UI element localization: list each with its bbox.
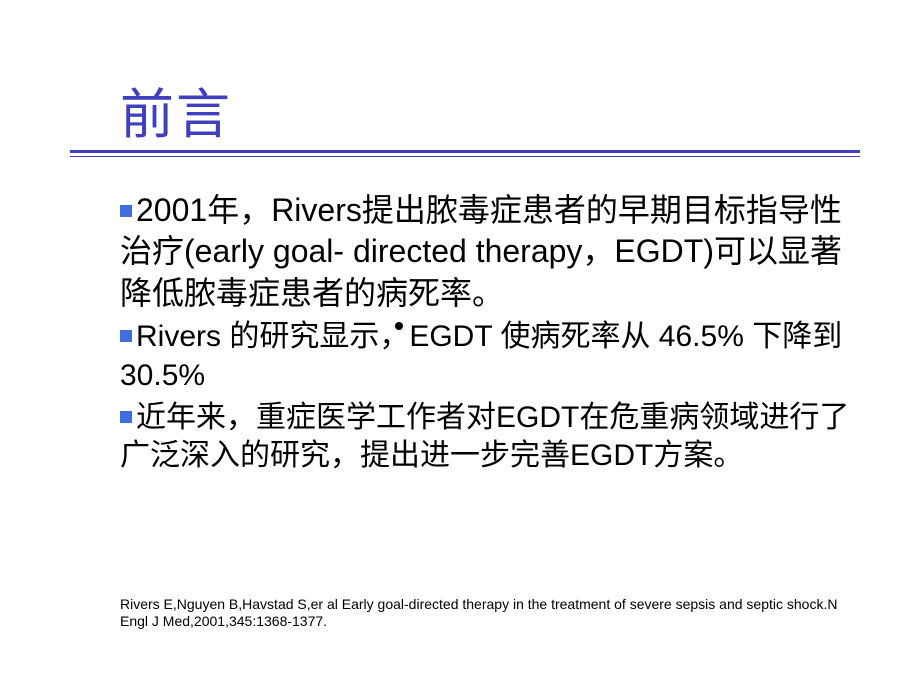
citation-text: Rivers E,Nguyen B,Havstad S,er al Early …	[120, 596, 860, 630]
bullet-square-icon	[120, 330, 132, 342]
slide-title: 前言	[120, 70, 232, 149]
bullet-item: 近年来，重症医学工作者对EGDT在危重病领域进行了广泛深入的研究，提出进一步完善…	[120, 399, 860, 476]
bullet-item: Rivers 的研究显示，EGDT 使病死率从 46.5% 下降到 30.5%	[120, 318, 860, 395]
bullet-square-icon	[120, 205, 132, 217]
title-block: 前言	[120, 70, 232, 149]
bullet-text: 近年来，重症医学工作者对EGDT在危重病领域进行了广泛深入的研究，提出进一步完善…	[120, 401, 849, 472]
bullet-text: 2001年，Rivers提出脓毒症患者的早期目标指导性治疗(early goal…	[120, 192, 842, 311]
slide: 前言 2001年，Rivers提出脓毒症患者的早期目标指导性治疗(early g…	[0, 0, 920, 690]
title-underline	[70, 150, 860, 153]
bullet-item: 2001年，Rivers提出脓毒症患者的早期目标指导性治疗(early goal…	[120, 190, 860, 314]
slide-body: 2001年，Rivers提出脓毒症患者的早期目标指导性治疗(early goal…	[120, 190, 860, 480]
center-dot-icon	[395, 322, 403, 330]
bullet-text: Rivers 的研究显示，EGDT 使病死率从 46.5% 下降到 30.5%	[120, 320, 842, 391]
bullet-square-icon	[120, 411, 132, 423]
